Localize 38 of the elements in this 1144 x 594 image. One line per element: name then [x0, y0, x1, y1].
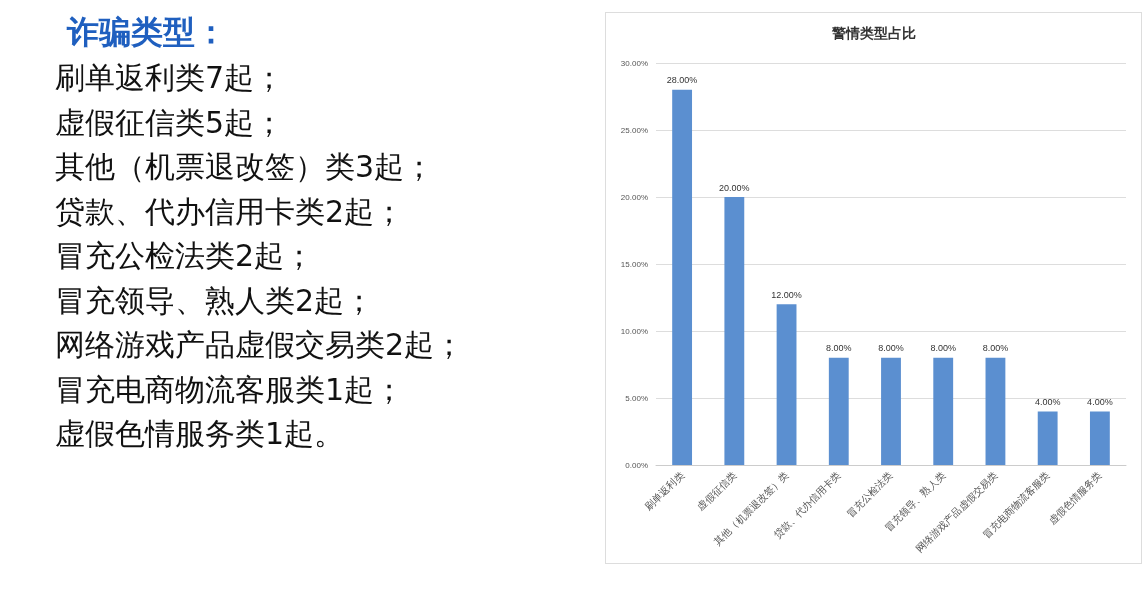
text: 网络游戏产品虚假交易类2起；: [55, 326, 466, 364]
chart-title: 警情类型占比: [830, 25, 916, 41]
y-tick-label: 20.00%: [620, 192, 648, 202]
bar: [933, 357, 954, 465]
text: 刷单返利类7起；: [55, 59, 286, 97]
bar: [1037, 411, 1058, 465]
x-tick-label: 刷单返利类: [642, 469, 686, 513]
data-label: 12.00%: [771, 289, 802, 300]
bar: [828, 357, 849, 465]
y-tick-label: 25.00%: [620, 125, 648, 135]
x-tick-label: 虚假征信类: [695, 469, 739, 513]
text: 虚假色情服务类1起。: [55, 415, 346, 453]
y-tick-label: 5.00%: [625, 393, 648, 403]
text: 冒充公检法类2起；: [55, 237, 316, 275]
y-tick-label: 15.00%: [620, 259, 648, 269]
bar: [881, 357, 901, 465]
data-label: 4.00%: [1087, 396, 1113, 407]
y-tick-label: 10.00%: [620, 326, 648, 336]
data-label: 8.00%: [982, 343, 1009, 354]
text: 贷款、代办信用卡类2起；: [55, 192, 406, 231]
bar: [724, 197, 745, 465]
text: 冒充领导、熟人类2起；: [55, 281, 376, 320]
text: 诈骗类型：: [67, 12, 228, 53]
y-tick-label: 0.00%: [625, 460, 648, 470]
data-label: 28.00%: [666, 75, 698, 86]
data-label: 8.00%: [878, 343, 904, 354]
y-tick-label: 30.00%: [620, 58, 648, 68]
text: 冒充电商物流客服类1起；: [55, 370, 406, 409]
data-label: 8.00%: [930, 343, 956, 354]
bar: [985, 357, 1006, 465]
data-label: 20.00%: [719, 182, 750, 193]
bar: [1089, 411, 1110, 465]
text: 其他（机票退改签）类3起；: [55, 148, 436, 186]
text: 虚假征信类5起；: [55, 103, 286, 142]
data-label: 8.00%: [826, 343, 852, 354]
bar: [672, 89, 693, 465]
bar: [776, 304, 797, 465]
data-label: 4.00%: [1034, 396, 1061, 407]
